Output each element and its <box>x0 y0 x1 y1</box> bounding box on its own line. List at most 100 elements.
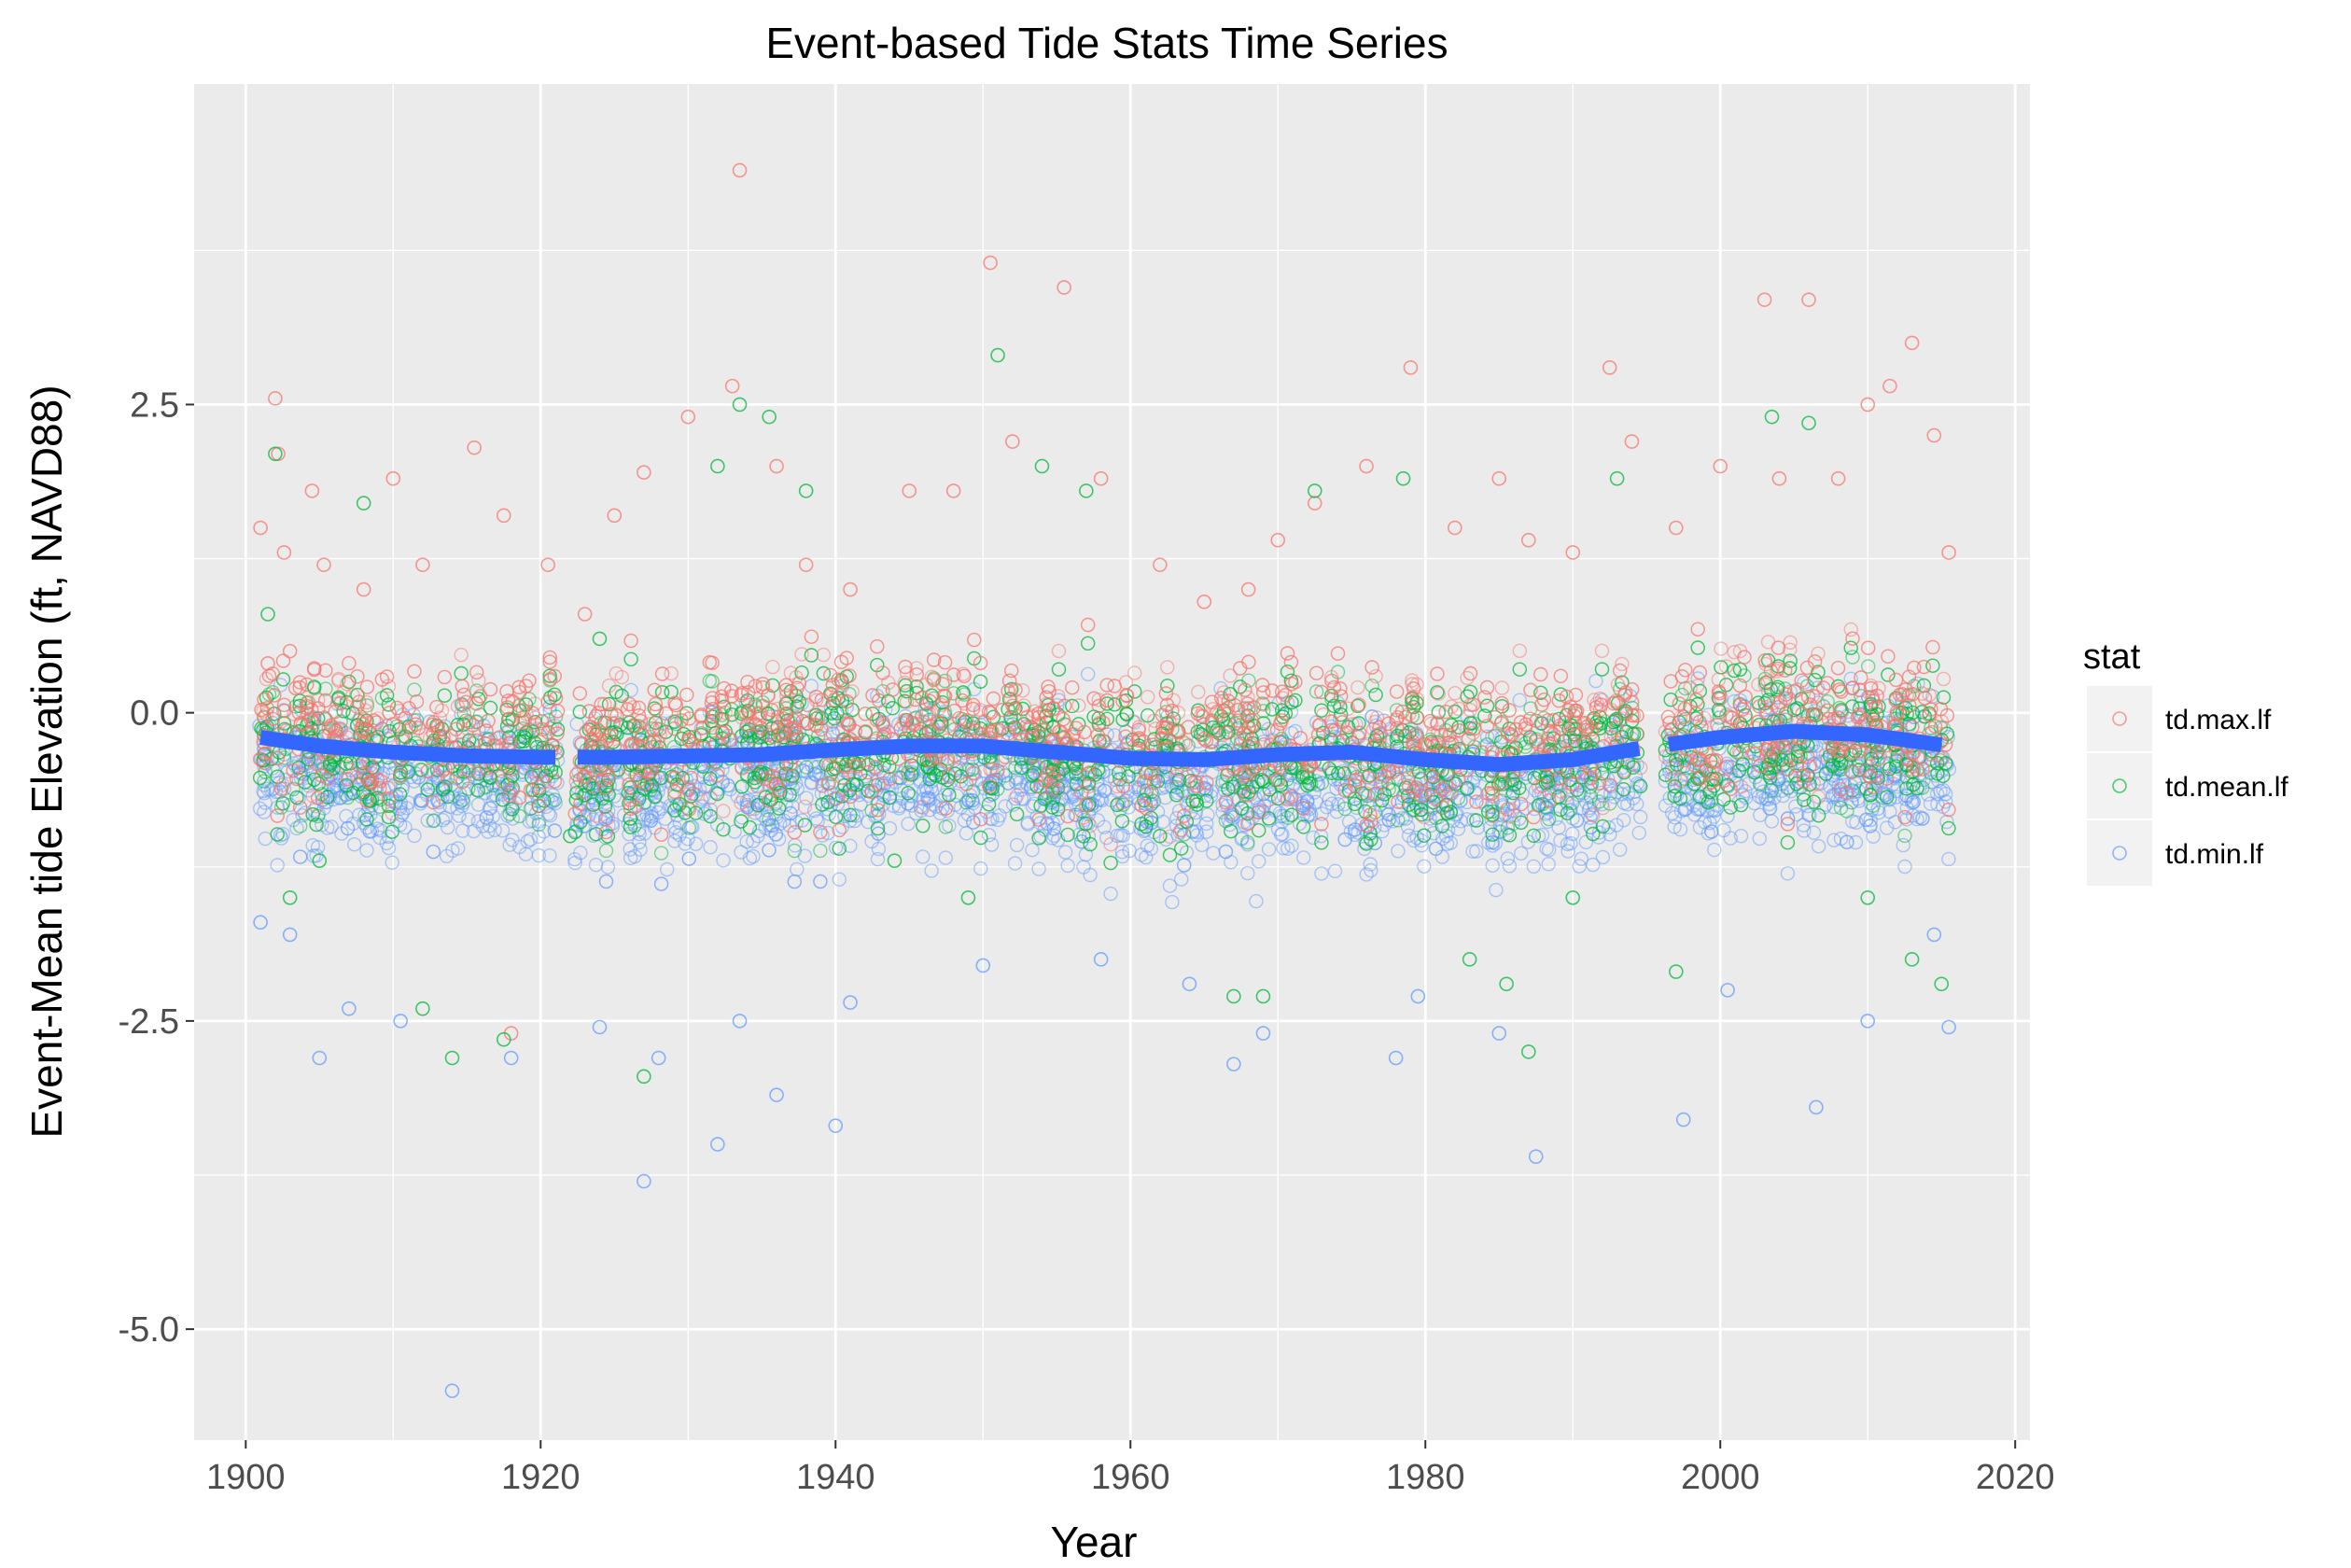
td.min.lf-cloud-point <box>455 823 470 838</box>
td.min.lf-cloud-point <box>1401 828 1417 843</box>
td.mean.lf-cloud-point <box>1169 779 1184 795</box>
td.min.lf-cloud-point <box>1375 824 1390 839</box>
td.min.lf-cloud-point <box>1115 828 1131 843</box>
td.min.lf-cloud-point <box>273 831 289 846</box>
td.mean.lf-cloud-point <box>664 684 679 700</box>
td.min.lf-cloud-point <box>1933 784 1948 799</box>
td.min.lf-cloud-point <box>372 830 387 846</box>
td.min.lf-cloud-point <box>1070 782 1085 798</box>
td.min.lf-cloud-point <box>453 794 468 809</box>
td.min.lf-cloud-point <box>462 763 477 779</box>
td.min.lf-cloud-point <box>1708 802 1724 818</box>
td.mean.lf-cloud-point <box>1364 832 1378 847</box>
td.min.lf-cloud-point <box>470 814 486 829</box>
td.mean.lf-cloud-point <box>1560 805 1575 820</box>
td.mean.lf-cloud-point <box>438 779 453 794</box>
td.min.lf-cloud-point <box>1840 834 1854 849</box>
td.mean.lf-cloud-point <box>771 801 787 816</box>
td.mean.lf-cloud-point <box>1762 765 1777 781</box>
td.min.lf-cloud-point <box>1329 805 1344 819</box>
td.min.lf-cloud-point <box>373 823 388 838</box>
td.min.lf-cloud-point <box>1139 849 1154 865</box>
td.min.lf-cloud-point <box>660 861 675 877</box>
td.min.lf-cloud-point <box>946 752 962 768</box>
td.mean.lf-cloud-point <box>1363 826 1378 841</box>
td.mean.lf-cloud-point <box>1595 819 1611 834</box>
td.mean.lf-cloud-point <box>359 790 374 805</box>
td.mean.lf-cloud-point <box>318 681 333 696</box>
td.min.lf-cloud-point <box>385 855 399 870</box>
td.mean.lf-cloud-point <box>1199 793 1214 808</box>
td.mean.lf-cloud-point <box>1261 811 1277 826</box>
td.min.lf-cloud-point <box>1631 825 1647 841</box>
td.min.lf-cloud-point <box>1367 835 1383 850</box>
td.mean.lf-cloud-point <box>623 651 638 666</box>
td.mean.lf-cloud-point <box>1760 652 1776 668</box>
td.min.lf-cloud-point <box>1500 851 1516 866</box>
td.min.lf-cloud-point <box>542 808 558 823</box>
td.min.lf-cloud-point <box>688 836 704 851</box>
td.min.lf-cloud-point <box>572 803 587 818</box>
td.min.lf-cloud-point <box>485 808 500 824</box>
td.min.lf-cloud-point <box>1863 812 1878 828</box>
td.min.lf-cloud-point <box>1548 811 1564 826</box>
td.mean.lf-cloud-point <box>516 729 531 744</box>
td.min.lf-cloud-point <box>452 808 467 823</box>
td.min.lf-cloud-point <box>1314 866 1329 881</box>
td.min.lf-cloud-point <box>1848 834 1864 850</box>
td.mean.lf-cloud-point <box>567 824 582 840</box>
td.min.lf-cloud-point <box>1364 862 1378 878</box>
td.min.lf-cloud-point <box>672 827 687 843</box>
td.mean.lf-cloud-point <box>986 709 1001 724</box>
td.min.lf-cloud-point <box>1941 851 1956 867</box>
td.min.lf-cloud-point <box>1700 826 1716 841</box>
td.mean.lf-cloud-point <box>1359 836 1374 851</box>
td.mean.lf-cloud-point <box>1783 653 1798 668</box>
td.min.lf-cloud-point <box>439 848 455 863</box>
td.mean.lf-cloud-point <box>1477 708 1492 723</box>
td.min.lf-cloud-point <box>435 813 451 828</box>
td.min.lf-cloud-point <box>746 833 761 848</box>
td.min.lf-cloud-point <box>1600 771 1616 787</box>
td.min.lf-cloud-point <box>794 696 809 711</box>
td.min.lf-cloud-point <box>1810 680 1826 695</box>
td.mean.lf-cloud-point <box>1786 703 1802 718</box>
td.mean.lf-cloud-point <box>1031 831 1046 846</box>
td.mean.lf-cloud-point <box>843 807 858 822</box>
td.mean.lf-cloud-point <box>1479 698 1495 713</box>
td.mean.lf-cloud-point <box>1889 759 1904 774</box>
td.min.lf-cloud-point <box>1702 816 1717 831</box>
td.min.lf-cloud-point <box>1080 666 1096 681</box>
td.min.lf-cloud-point <box>1127 715 1142 730</box>
td.min.lf-cloud-point <box>481 824 496 839</box>
td.mean.lf-cloud-point <box>385 824 399 839</box>
td.mean.lf-cloud-point <box>1050 802 1066 817</box>
td.min.lf-cloud-point <box>593 811 608 826</box>
td.mean.lf-cloud-point <box>270 827 285 842</box>
td.min.lf-cloud-point <box>1541 842 1557 858</box>
td.mean.lf-cloud-point <box>461 781 476 796</box>
td.mean.lf-cloud-point <box>882 759 897 775</box>
td.mean.lf-cloud-point <box>1051 662 1067 677</box>
td.mean.lf-cloud-point <box>1586 826 1601 842</box>
td.min.lf-cloud-point <box>703 840 718 855</box>
td.mean.lf-cloud-point <box>959 795 974 810</box>
td.mean.lf-cloud-point <box>1044 800 1060 815</box>
td.min.lf-cloud-point <box>778 797 793 812</box>
td.mean.lf-cloud-point <box>1583 789 1599 804</box>
td.mean.lf-cloud-point <box>1553 687 1569 702</box>
td.mean.lf-cloud-point <box>1602 796 1617 811</box>
td.min.lf-cloud-point <box>901 817 916 832</box>
td.mean.lf-cloud-point <box>909 685 924 701</box>
td.mean.lf-cloud-point <box>804 648 819 663</box>
td.min.lf-cloud-point <box>601 804 616 819</box>
td.min.lf-cloud-point <box>981 828 997 843</box>
td.mean.lf-cloud-point <box>1690 640 1705 655</box>
td.mean.lf-cloud-point <box>1684 749 1699 765</box>
td.min.lf-cloud-point <box>1284 838 1299 853</box>
td.mean.lf-cloud-point <box>973 674 988 689</box>
td.mean.lf-cloud-point <box>654 685 670 700</box>
td.min.lf-cloud-point <box>808 811 824 826</box>
td.min.lf-cloud-point <box>531 829 546 844</box>
td.mean.lf-cloud-point <box>569 785 584 801</box>
